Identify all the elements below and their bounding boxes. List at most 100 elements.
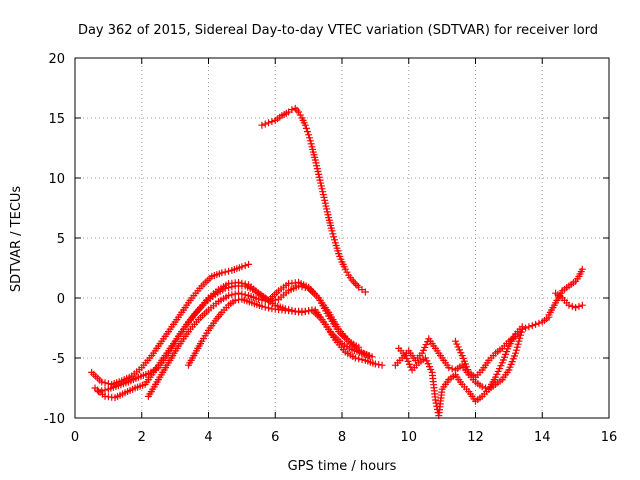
data-point	[258, 296, 266, 304]
data-point	[221, 268, 229, 276]
data-point	[241, 262, 249, 270]
data-point	[378, 361, 386, 369]
data-point	[235, 289, 243, 297]
data-point	[245, 260, 253, 268]
data-point	[478, 383, 486, 391]
data-point	[295, 282, 303, 290]
data-point	[343, 268, 351, 276]
data-point	[101, 386, 109, 394]
data-point	[535, 319, 543, 327]
data-point	[432, 399, 440, 407]
data-point	[302, 124, 310, 132]
data-point	[512, 349, 520, 357]
data-point	[231, 290, 239, 298]
data-point	[261, 303, 269, 311]
data-point	[329, 230, 337, 238]
data-point	[351, 354, 359, 362]
x-tick-label: 16	[601, 430, 618, 445]
data-point	[301, 284, 309, 292]
data-point	[341, 265, 349, 273]
data-point	[94, 388, 102, 396]
data-point	[518, 325, 526, 333]
data-point	[516, 334, 524, 342]
data-point	[228, 291, 236, 299]
data-point	[528, 322, 536, 330]
data-point	[305, 307, 313, 315]
data-point	[532, 320, 540, 328]
data-point	[513, 343, 521, 351]
data-point	[301, 121, 309, 129]
data-point	[225, 267, 233, 275]
data-point	[353, 281, 361, 289]
data-point	[298, 283, 306, 291]
data-point	[241, 280, 249, 288]
x-axis-label: GPS time / hours	[288, 459, 397, 474]
data-point	[238, 263, 246, 271]
y-axis-label: SDTVAR / TECUs	[9, 186, 24, 293]
data-point	[265, 119, 273, 127]
data-point	[358, 356, 366, 364]
data-point	[578, 301, 586, 309]
data-point	[235, 278, 243, 286]
data-point	[330, 233, 338, 241]
x-tick-label: 4	[204, 430, 212, 445]
data-point	[265, 298, 273, 306]
y-tick-label: 0	[57, 292, 65, 307]
data-point	[578, 265, 586, 273]
data-point	[355, 355, 363, 363]
data-point	[328, 227, 336, 235]
data-point	[515, 337, 523, 345]
data-point	[350, 278, 358, 286]
data-point	[445, 364, 453, 372]
x-tick-label: 10	[400, 430, 417, 445]
data-point	[296, 111, 304, 119]
data-point	[261, 297, 269, 305]
x-tick-label: 14	[534, 430, 551, 445]
data-point	[514, 340, 522, 348]
data-point	[225, 292, 233, 300]
data-point	[368, 353, 376, 361]
data-point	[525, 323, 533, 331]
data-point	[305, 134, 313, 142]
data-point	[238, 279, 246, 287]
data-point	[565, 301, 573, 309]
data-point	[522, 324, 530, 332]
data-point	[258, 121, 266, 129]
y-tick-label: 15	[48, 112, 65, 127]
data-point	[98, 378, 106, 386]
x-tick-label: 0	[71, 430, 79, 445]
data-point	[361, 288, 369, 296]
x-tick-label: 12	[467, 430, 484, 445]
data-point	[306, 137, 314, 145]
data-point	[101, 379, 109, 387]
data-point	[295, 108, 303, 116]
data-point	[258, 302, 266, 310]
axis-ticks: 0 2 4 6 8 10 12 14 16 -10 -5 0 5 10 15 20	[44, 52, 618, 445]
data-point	[304, 128, 312, 136]
data-point	[268, 297, 276, 305]
y-tick-label: -10	[44, 412, 65, 427]
x-tick-label: 6	[271, 430, 279, 445]
data-point	[351, 280, 359, 288]
data-point	[431, 396, 439, 404]
data-point	[298, 308, 306, 316]
data-point	[512, 346, 520, 354]
data-point	[218, 269, 226, 277]
data-point	[293, 106, 301, 114]
data-point	[98, 387, 106, 395]
data-point	[305, 131, 313, 139]
data-points	[88, 104, 586, 420]
data-point	[241, 291, 249, 299]
y-tick-label: 20	[48, 52, 65, 67]
x-tick-label: 2	[138, 430, 146, 445]
data-point	[268, 118, 276, 126]
y-tick-label: -5	[52, 352, 65, 367]
data-point	[265, 304, 273, 312]
data-point	[307, 140, 315, 148]
x-tick-label: 8	[338, 430, 346, 445]
data-point	[575, 302, 583, 310]
y-tick-label: 5	[57, 232, 65, 247]
chart-title: Day 362 of 2015, Sidereal Day-to-day VTE…	[78, 23, 598, 38]
data-point	[271, 296, 279, 304]
